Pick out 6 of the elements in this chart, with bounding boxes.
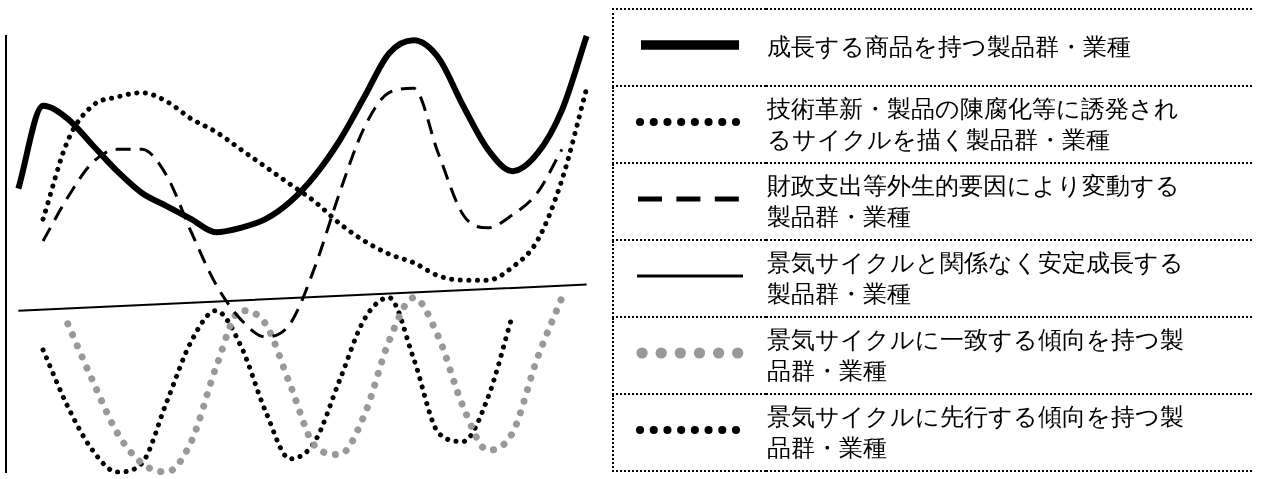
legend-label: 成長する商品を持つ製品群・業種 xyxy=(767,32,1132,63)
legend-label: 景気サイクルと関係なく安定成長する製品群・業種 xyxy=(767,247,1185,310)
legend-label: 財政支出等外生的要因により変動する製品群・業種 xyxy=(767,170,1181,233)
legend-label: 技術革新・製品の陳腐化等に誘発されるサイクルを描く製品群・業種 xyxy=(767,93,1180,156)
legend-label: 景気サイクルに一致する傾向を持つ製品群・業種 xyxy=(767,324,1185,387)
legend-label: 景気サイクルに先行する傾向を持つ製品群・業種 xyxy=(767,401,1185,464)
